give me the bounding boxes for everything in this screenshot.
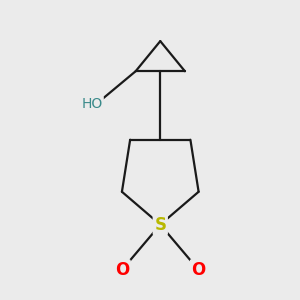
Text: O: O: [115, 261, 129, 279]
Text: O: O: [191, 261, 206, 279]
Text: HO: HO: [81, 97, 102, 111]
Text: S: S: [154, 216, 166, 234]
